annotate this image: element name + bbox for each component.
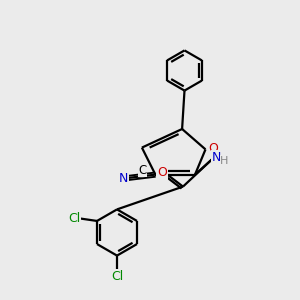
Text: Cl: Cl [68,212,81,225]
Text: H: H [220,156,229,166]
Text: O: O [157,166,167,179]
Text: C: C [139,164,147,177]
Text: N: N [211,151,221,164]
Text: Cl: Cl [111,269,123,283]
Text: O: O [209,142,218,155]
Text: N: N [119,172,128,184]
